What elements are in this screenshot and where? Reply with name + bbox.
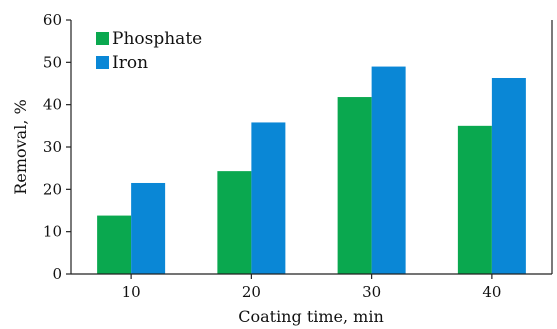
bar-iron-20: [251, 122, 286, 275]
legend-swatch-iron: [96, 56, 109, 69]
bar-phosphate-40: [457, 125, 492, 274]
y-tick-label: 0: [52, 265, 62, 283]
x-axis-title: Coating time, min: [238, 307, 384, 326]
y-tick-label: 30: [43, 138, 62, 156]
x-ticks-group: 10 20 30 40: [122, 274, 501, 301]
bar-iron-30: [371, 66, 406, 274]
legend-label-phosphate: Phosphate: [112, 29, 202, 49]
x-tick-label: 20: [242, 283, 261, 301]
y-tick-label: 20: [43, 180, 62, 198]
bar-phosphate-10: [97, 215, 132, 274]
y-ticks-group: 0 10 20 30 40 50 60: [43, 11, 71, 283]
bar-iron-10: [131, 182, 166, 274]
legend-label-iron: Iron: [112, 53, 148, 73]
y-tick-label: 10: [43, 223, 62, 241]
y-tick-label: 40: [43, 96, 62, 114]
x-tick-label: 10: [122, 283, 141, 301]
y-tick-label: 50: [43, 53, 62, 71]
x-tick-label: 40: [482, 283, 501, 301]
legend: Phosphate Iron: [96, 29, 202, 73]
legend-swatch-phosphate: [96, 32, 109, 45]
x-tick-label: 30: [362, 283, 381, 301]
bar-iron-40: [491, 77, 526, 274]
y-tick-label: 60: [43, 11, 62, 29]
bar-phosphate-20: [217, 171, 252, 274]
bars-group: [97, 66, 526, 275]
y-axis-title: Removal, %: [11, 99, 30, 194]
bar-phosphate-30: [337, 97, 372, 275]
